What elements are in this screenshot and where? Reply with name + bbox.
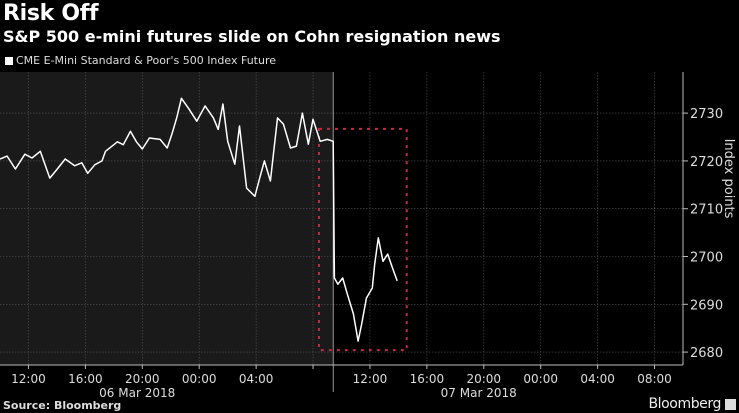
x-tick-label: 00:00: [182, 372, 217, 386]
x-date-label: 06 Mar 2018: [99, 386, 175, 400]
x-tick-label: 20:00: [125, 372, 160, 386]
y-tick-label: 2720: [690, 155, 723, 170]
x-tick-label: 00:00: [523, 372, 558, 386]
y-tick-label: 2700: [690, 250, 723, 265]
chart-subtitle: S&P 500 e-mini futures slide on Cohn res…: [3, 27, 501, 46]
series-line: [0, 97, 398, 342]
y-tick-label: 2680: [690, 346, 723, 361]
x-tick-label: 16:00: [410, 372, 445, 386]
x-tick-label: 16:00: [68, 372, 103, 386]
y-tick-label: 2730: [690, 107, 723, 122]
y-tick-label: 2710: [690, 203, 723, 218]
x-tick-label: 12:00: [353, 372, 388, 386]
y-axis-label: Index points: [721, 139, 736, 219]
legend: CME E-Mini Standard & Poor's 500 Index F…: [5, 54, 276, 67]
x-tick-label: 04:00: [239, 372, 274, 386]
x-tick-label: 12:00: [11, 372, 46, 386]
source-note: Source: Bloomberg: [3, 399, 122, 412]
brand-logo: Bloomberg: [648, 396, 721, 412]
annotation-box: [317, 127, 408, 352]
legend-swatch: [5, 56, 13, 65]
legend-label: CME E-Mini Standard & Poor's 500 Index F…: [16, 54, 276, 67]
chart-title: Risk Off: [3, 1, 99, 26]
x-tick-label: 08:00: [637, 372, 672, 386]
x-tick-label: 20:00: [466, 372, 501, 386]
bloomberg-icon: [725, 399, 736, 410]
y-tick-label: 2690: [690, 298, 723, 313]
shaded-region: [0, 72, 334, 365]
x-tick-label: 04:00: [580, 372, 615, 386]
x-date-label: 07 Mar 2018: [441, 386, 517, 400]
